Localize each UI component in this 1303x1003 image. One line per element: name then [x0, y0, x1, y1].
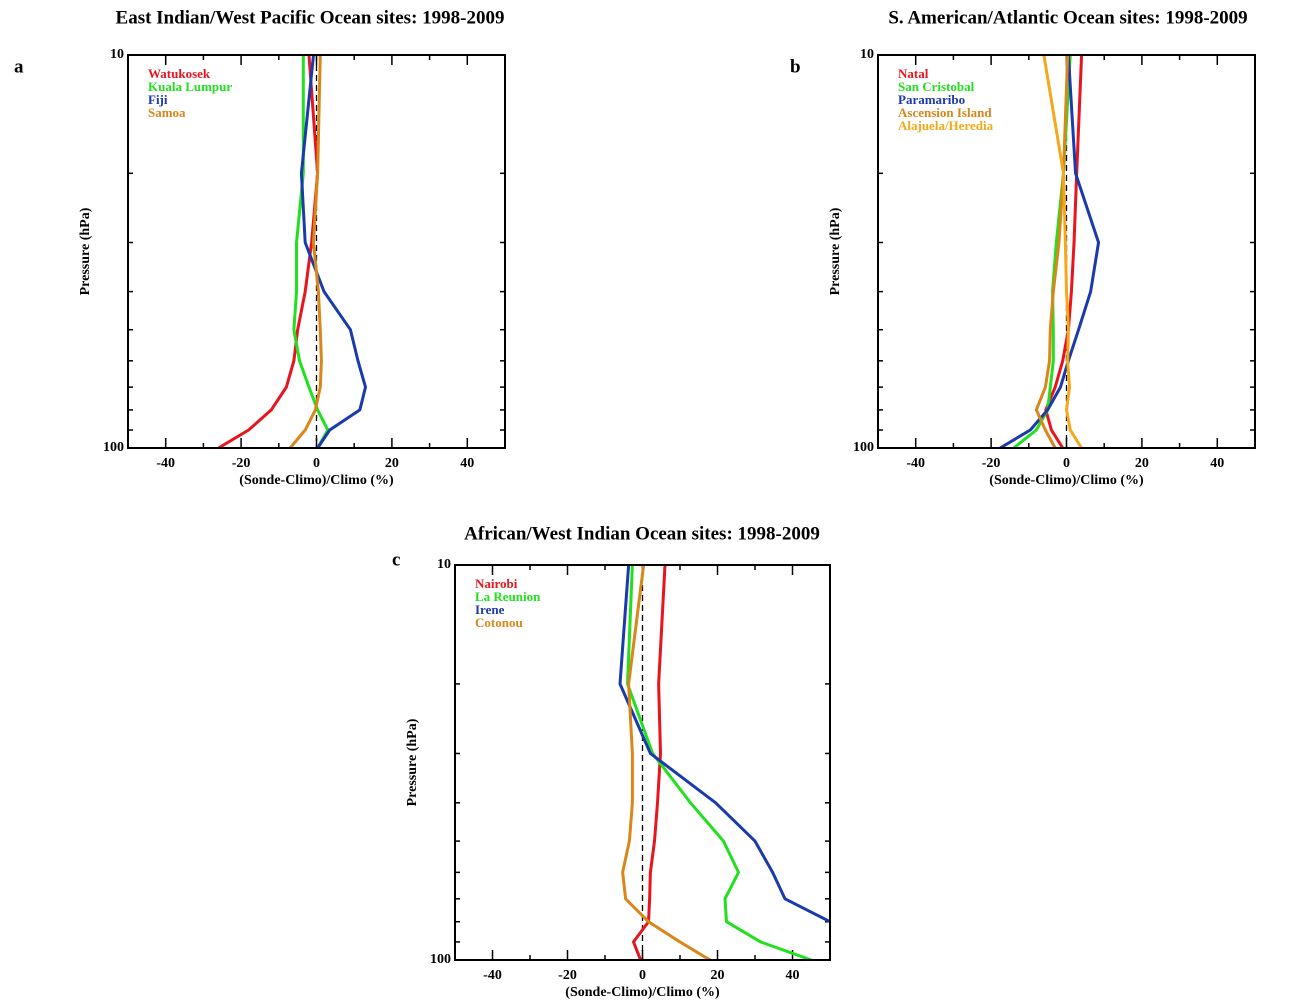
panel-label: a — [14, 56, 24, 77]
y-tick-label: 10 — [860, 47, 874, 62]
x-axis-label: (Sonde-Climo)/Climo (%) — [565, 985, 720, 1000]
profile-line — [1012, 55, 1072, 448]
legend-entry: San Cristobal — [898, 79, 975, 94]
profile-line — [632, 565, 667, 960]
x-tick-label: 20 — [1135, 456, 1149, 471]
profile-line — [299, 55, 368, 448]
profile-line — [292, 55, 330, 448]
legend-entry: Nairobi — [475, 576, 518, 591]
y-tick-label: 10 — [437, 557, 451, 572]
x-tick-label: -20 — [232, 456, 251, 471]
y-axis-label: Pressure (hPa) — [405, 718, 420, 806]
chart-title: East Indian/West Pacific Ocean sites: 19… — [116, 7, 505, 28]
panel: S. American/Atlantic Ocean sites: 1998-2… — [790, 7, 1256, 488]
legend-entry: Alajuela/Heredia — [898, 118, 994, 133]
x-tick-label: 0 — [1063, 456, 1070, 471]
legend-entry: Samoa — [148, 105, 186, 120]
plot-frame — [454, 564, 831, 961]
x-tick-label: -20 — [558, 968, 577, 983]
legend-entry: Kuala Lumpur — [148, 79, 232, 94]
legend-entry: Natal — [898, 66, 929, 81]
y-tick-label: 100 — [103, 440, 124, 455]
profile-line — [288, 55, 323, 448]
y-tick-label: 100 — [430, 952, 451, 967]
chart-title: African/West Indian Ocean sites: 1998-20… — [464, 523, 820, 544]
x-tick-label: 40 — [460, 456, 474, 471]
y-axis-label: Pressure (hPa) — [78, 207, 93, 295]
profile-line — [1044, 55, 1084, 448]
chart-title: S. American/Atlantic Ocean sites: 1998-2… — [888, 7, 1247, 28]
legend-entry: Ascension Island — [898, 105, 992, 120]
legend-entry: Paramaribo — [898, 92, 965, 107]
x-tick-label: -20 — [982, 456, 1001, 471]
panel-label: b — [790, 56, 801, 77]
x-tick-label: -40 — [906, 456, 925, 471]
legend-entry: Watukosek — [148, 66, 211, 81]
legend-entry: Cotonou — [475, 615, 523, 630]
x-tick-label: 40 — [1210, 456, 1224, 471]
plot-frame — [127, 54, 506, 449]
profile-line — [621, 565, 711, 960]
y-tick-label: 10 — [110, 47, 124, 62]
y-tick-label: 100 — [853, 440, 874, 455]
x-axis-label: (Sonde-Climo)/Climo (%) — [239, 473, 394, 488]
profile-line — [999, 55, 1101, 448]
legend-entry: Irene — [475, 602, 505, 617]
x-tick-label: -40 — [483, 968, 502, 983]
x-tick-label: 40 — [786, 968, 800, 983]
plot-frame — [877, 54, 1256, 449]
panel: African/West Indian Ocean sites: 1998-20… — [392, 523, 831, 1000]
x-tick-label: -40 — [156, 456, 175, 471]
panel-label: c — [392, 549, 400, 570]
profile-line — [1042, 55, 1083, 448]
x-tick-label: 20 — [385, 456, 399, 471]
x-tick-label: 0 — [639, 968, 646, 983]
profile-line — [1034, 55, 1070, 448]
panel: East Indian/West Pacific Ocean sites: 19… — [14, 7, 506, 488]
y-axis-label: Pressure (hPa) — [828, 207, 843, 295]
x-tick-label: 0 — [313, 456, 320, 471]
x-tick-label: 20 — [711, 968, 725, 983]
legend-entry: Fiji — [148, 92, 168, 107]
profile-line — [626, 565, 812, 960]
profile-line — [618, 565, 830, 924]
legend-entry: La Reunion — [475, 589, 541, 604]
x-axis-label: (Sonde-Climo)/Climo (%) — [989, 473, 1144, 488]
